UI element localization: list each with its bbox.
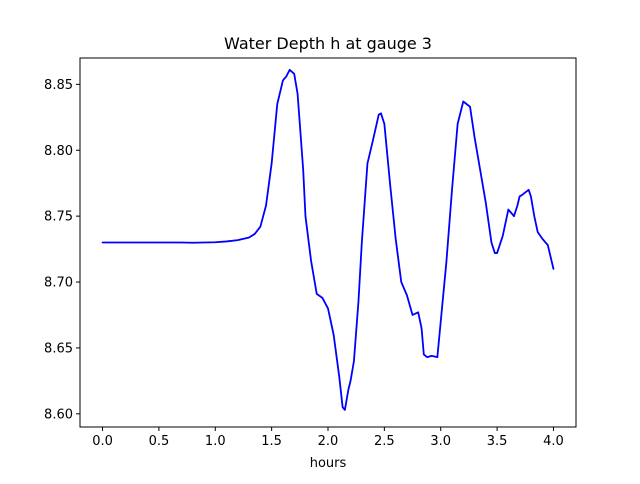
x-tick-label: 2.5 xyxy=(374,434,395,449)
x-tick-label: 3.0 xyxy=(430,434,451,449)
plot-area xyxy=(79,57,577,428)
x-axis-label: hours xyxy=(310,456,347,471)
x-tick-label: 0.5 xyxy=(149,434,170,449)
y-tick-label: 8.80 xyxy=(44,144,73,159)
y-tick-label: 8.60 xyxy=(44,407,73,422)
y-tick-label: 8.75 xyxy=(44,210,73,225)
x-tick-label: 1.0 xyxy=(205,434,226,449)
y-tick-label: 8.65 xyxy=(44,341,73,356)
x-tick-label: 1.5 xyxy=(261,434,282,449)
y-tick-label: 8.70 xyxy=(44,276,73,291)
y-axis: 8.60 8.65 8.70 8.75 8.80 8.85 xyxy=(44,78,80,422)
series-line xyxy=(101,68,555,411)
x-tick-label: 0.0 xyxy=(92,434,113,449)
x-axis: 0.0 0.5 1.0 1.5 2.0 2.5 3.0 3.5 4.0 xyxy=(92,427,564,449)
chart-title: Water Depth h at gauge 3 xyxy=(224,34,432,53)
x-tick-label: 4.0 xyxy=(543,434,564,449)
y-tick-label: 8.85 xyxy=(44,78,73,93)
x-tick-label: 3.5 xyxy=(487,434,508,449)
x-tick-label: 2.0 xyxy=(318,434,339,449)
series-layer xyxy=(101,68,555,411)
